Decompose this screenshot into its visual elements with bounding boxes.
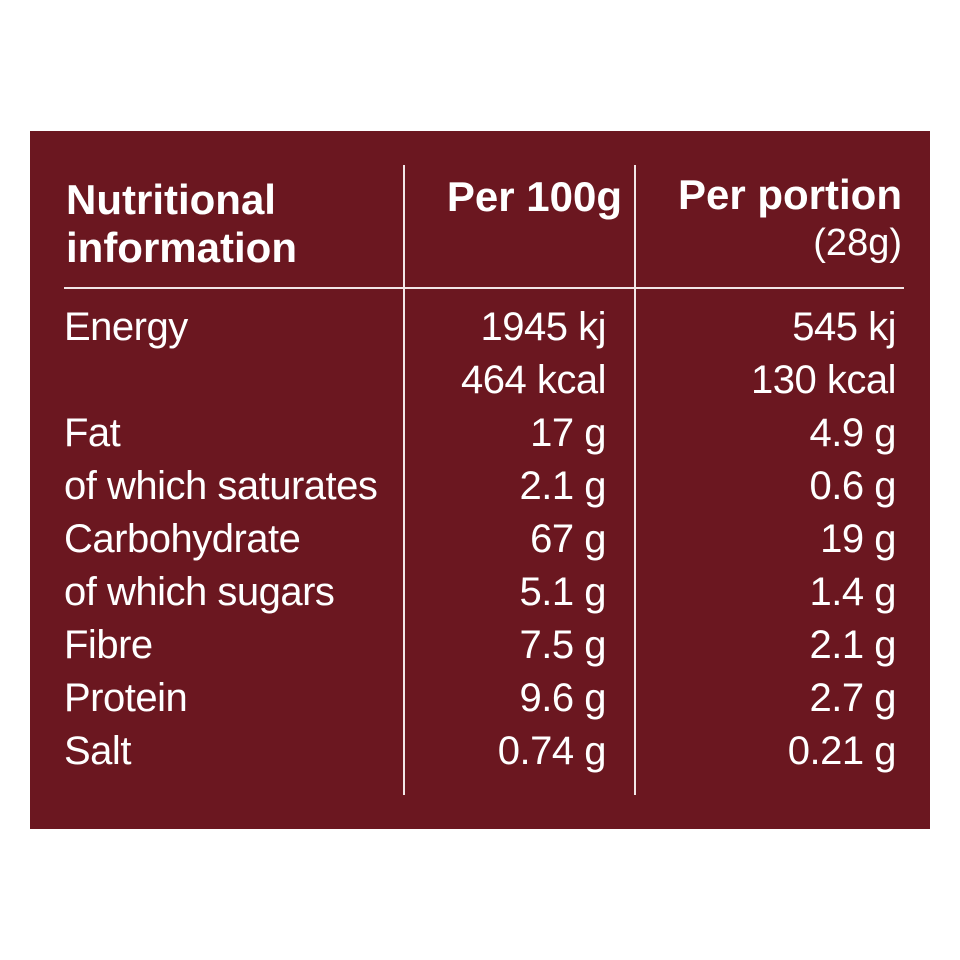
row-value-per-100g: 17 g <box>530 411 606 455</box>
row-label: of which saturates <box>64 464 378 508</box>
table-row: of which sugars 5.1 g 1.4 g <box>30 566 930 619</box>
row-label: Protein <box>64 676 188 720</box>
nutrition-table: Nutritional information Per 100g Per por… <box>30 131 930 829</box>
row-value-per-portion: 0.21 g <box>787 729 897 773</box>
table-row: Energy 1945 kj 464 kcal 545 kj 130 kcal <box>30 301 930 407</box>
column-divider <box>634 165 636 795</box>
row-value-per-portion: 545 kj 130 kcal <box>751 301 896 407</box>
header-nutrient-line1: Nutritional <box>66 176 276 223</box>
row-value-per-100g: 5.1 g <box>519 570 607 614</box>
header-per-portion: Per portion (28g) <box>678 171 902 267</box>
row-label: Fibre <box>64 623 153 667</box>
energy-kcal-per-portion: 130 kcal <box>751 358 896 402</box>
header-nutrient: Nutritional information <box>66 176 297 272</box>
row-value-per-portion: 2.7 g <box>809 676 897 720</box>
row-label: Carbohydrate <box>64 517 301 561</box>
energy-kj-per-100g: 1945 kj <box>480 305 607 349</box>
row-value-per-100g: 1945 kj 464 kcal <box>461 301 606 407</box>
table-row: Salt 0.74 g 0.21 g <box>30 725 930 778</box>
header-per-100g: Per 100g <box>446 173 622 220</box>
table-row: Fat 17 g 4.9 g <box>30 407 930 460</box>
row-value-per-portion: 1.4 g <box>809 570 897 614</box>
energy-kj-per-portion: 545 kj <box>792 305 896 349</box>
row-value-per-portion: 4.9 g <box>809 411 897 455</box>
row-label: of which sugars <box>64 570 335 614</box>
row-value-per-100g: 2.1 g <box>519 464 607 508</box>
row-value-per-portion: 2.1 g <box>809 623 897 667</box>
row-value-per-100g: 67 g <box>530 517 606 561</box>
energy-kcal-per-100g: 464 kcal <box>461 358 606 402</box>
row-label: Salt <box>64 729 131 773</box>
row-value-per-100g: 0.74 g <box>497 729 607 773</box>
row-label: Fat <box>64 411 121 455</box>
header-portion-size: (28g) <box>813 222 902 264</box>
table-row: Protein 9.6 g 2.7 g <box>30 672 930 725</box>
row-value-per-100g: 9.6 g <box>519 676 607 720</box>
table-row: of which saturates 2.1 g 0.6 g <box>30 460 930 513</box>
header-nutrient-line2: information <box>66 224 297 271</box>
row-value-per-portion: 0.6 g <box>809 464 897 508</box>
row-label: Energy <box>64 305 188 349</box>
table-row: Fibre 7.5 g 2.1 g <box>30 619 930 672</box>
header-per-portion-label: Per portion <box>677 171 902 218</box>
table-row: Carbohydrate 67 g 19 g <box>30 513 930 566</box>
row-value-per-100g: 7.5 g <box>519 623 607 667</box>
row-value-per-portion: 19 g <box>820 517 896 561</box>
header-divider <box>64 287 904 289</box>
table-body: Energy 1945 kj 464 kcal 545 kj 130 kcal … <box>30 301 930 778</box>
column-divider <box>403 165 405 795</box>
